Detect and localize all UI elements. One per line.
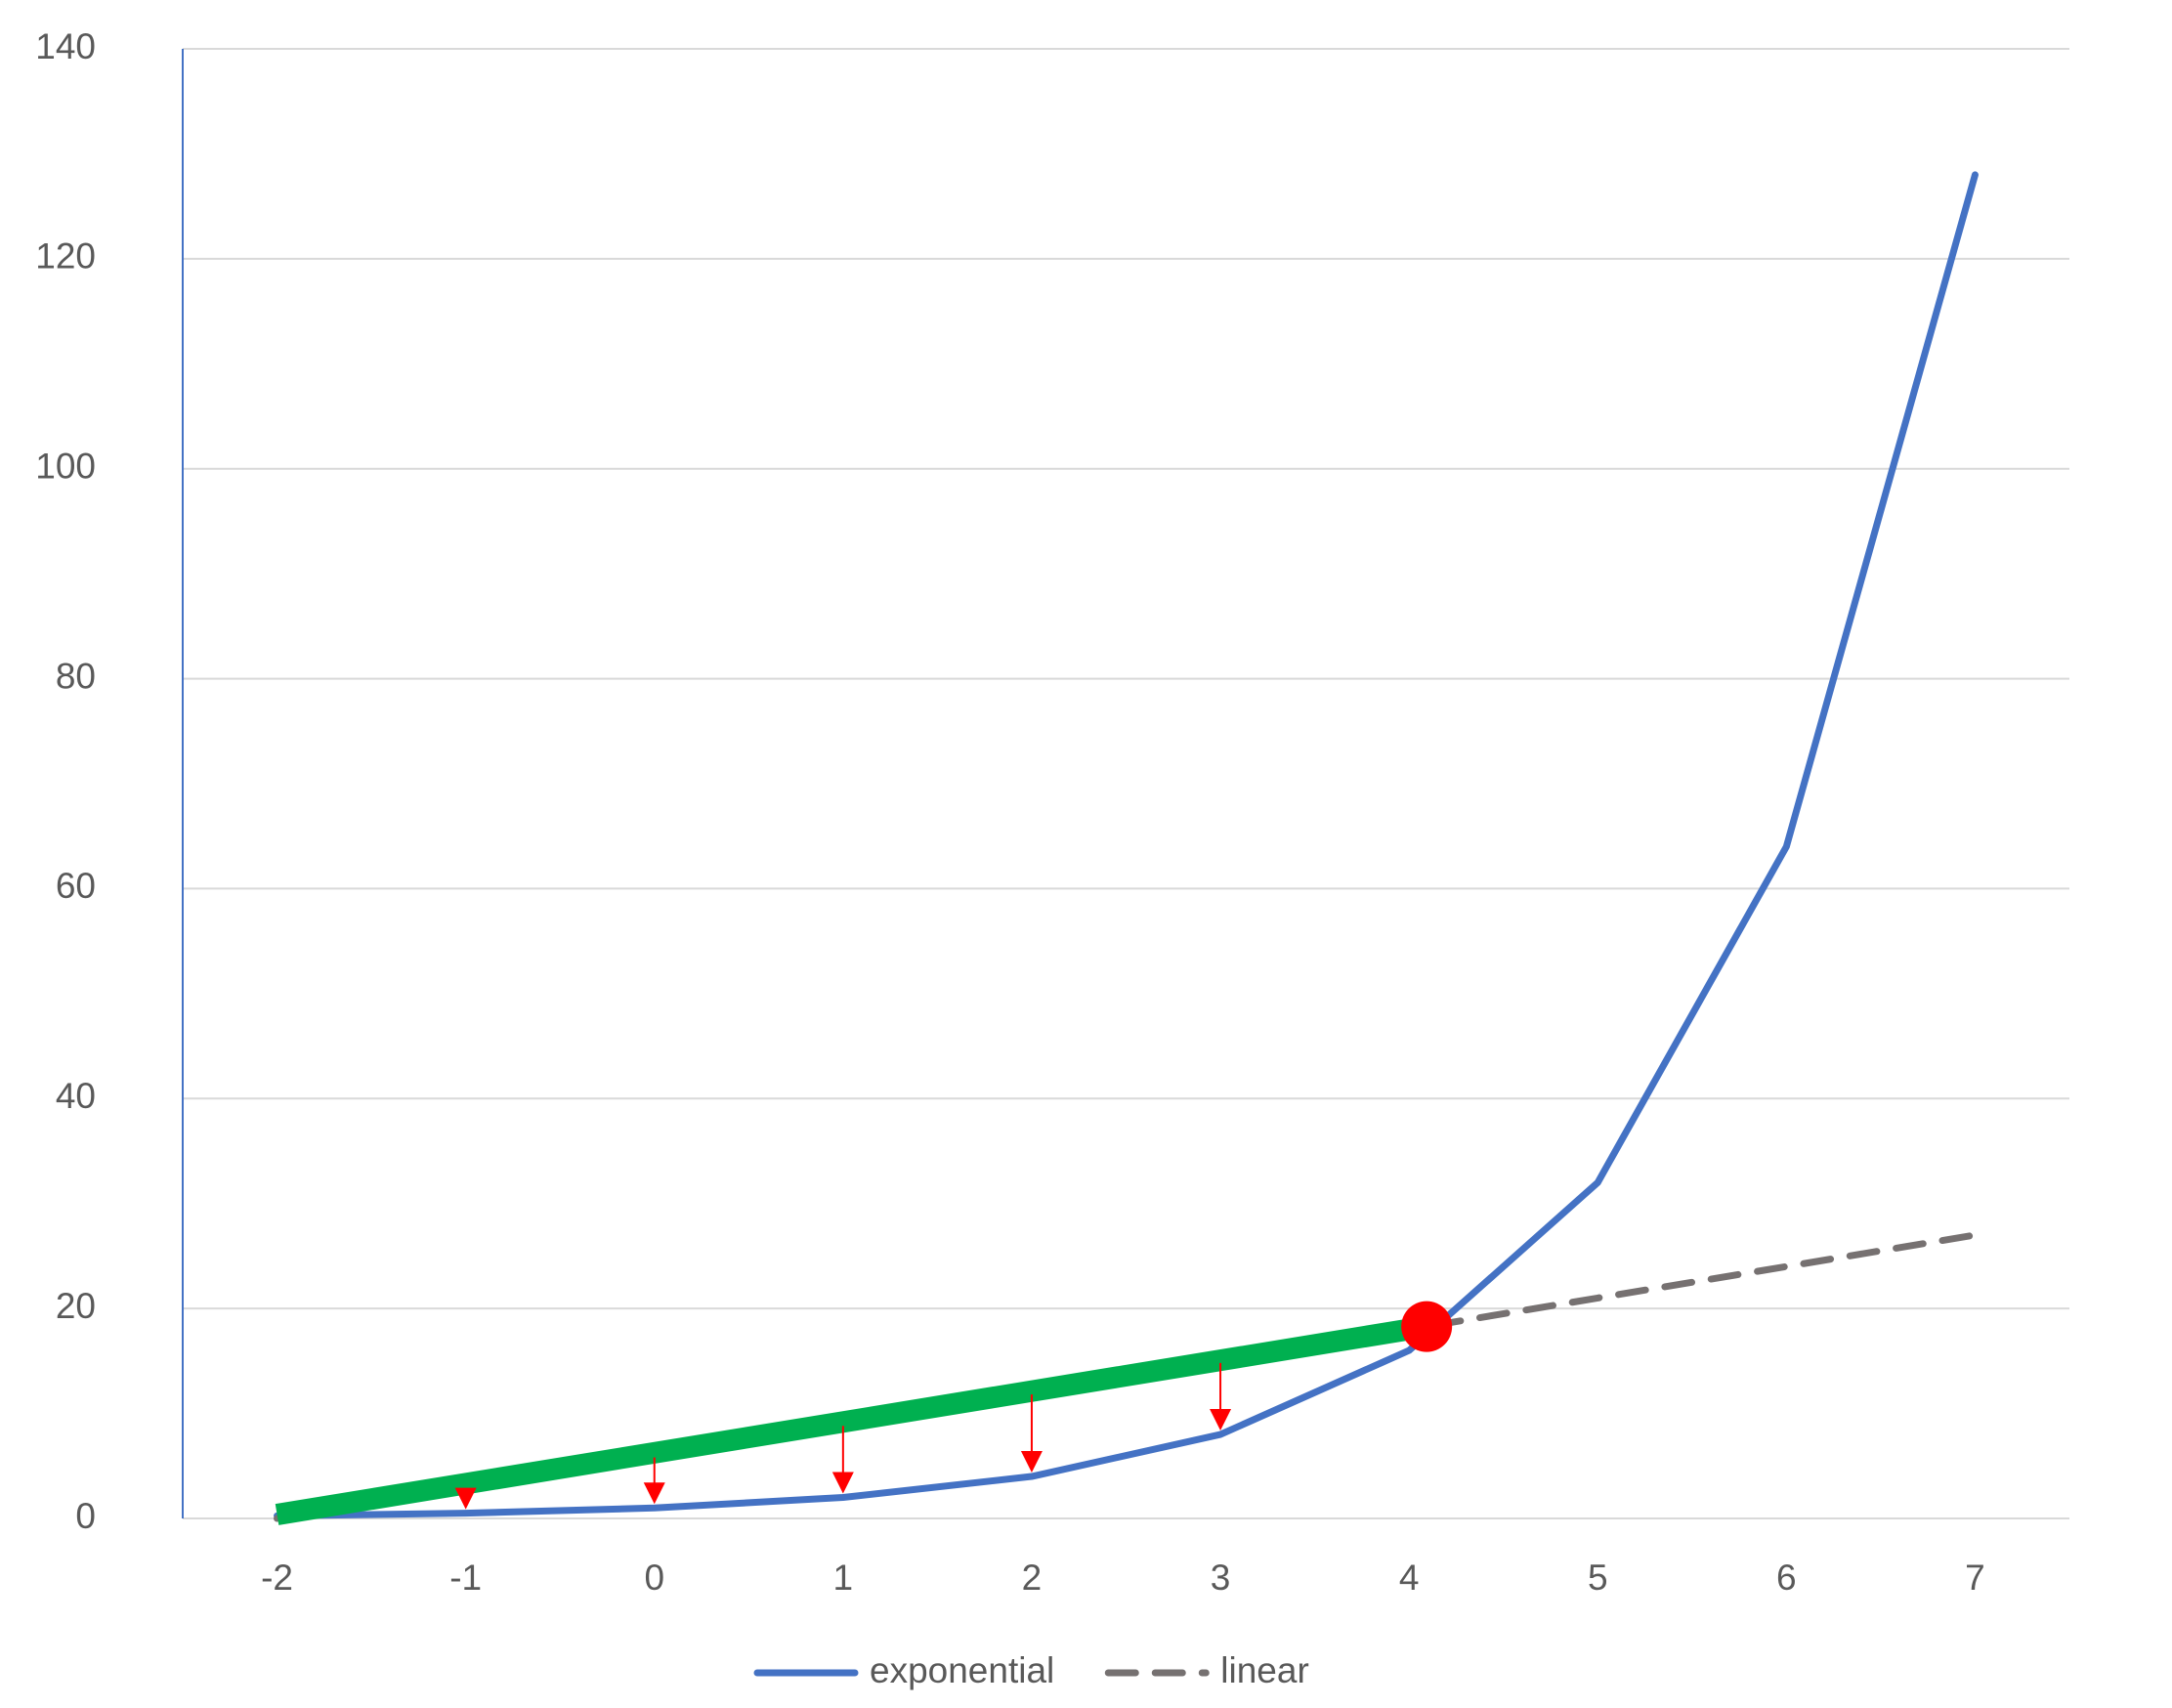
annotation-arrowhead	[831, 1472, 854, 1494]
x-tick-label: 6	[1776, 1558, 1797, 1598]
x-tick-label: 5	[1588, 1558, 1608, 1598]
y-tick-label: 120	[35, 236, 96, 277]
y-tick-label: 100	[35, 446, 96, 486]
legend-label: linear	[1220, 1650, 1309, 1690]
x-tick-label: 4	[1399, 1558, 1420, 1598]
y-tick-label: 40	[56, 1076, 96, 1116]
x-tick-label: -2	[261, 1558, 293, 1598]
y-tick-label: 140	[35, 26, 96, 66]
annotation-dot	[1401, 1301, 1453, 1352]
annotation-arrowhead	[643, 1482, 665, 1505]
x-tick-label: 2	[1022, 1558, 1043, 1598]
y-tick-label: 80	[56, 656, 96, 696]
series-line	[274, 171, 1979, 1519]
annotation-arrowhead	[1210, 1409, 1232, 1431]
y-tick-label: 20	[56, 1286, 96, 1326]
annotation-chord	[275, 1315, 1428, 1525]
y-tick-label: 60	[56, 866, 96, 906]
x-tick-label: 7	[1965, 1558, 1985, 1598]
legend-label: exponential	[870, 1650, 1054, 1690]
annotation-arrowhead	[454, 1487, 477, 1510]
x-tick-label: 1	[833, 1558, 854, 1598]
y-tick-label: 0	[75, 1496, 96, 1536]
annotation-arrowhead	[1020, 1451, 1043, 1473]
x-tick-label: 0	[644, 1558, 664, 1598]
x-tick-label: -1	[449, 1558, 482, 1598]
x-tick-label: 3	[1211, 1558, 1231, 1598]
